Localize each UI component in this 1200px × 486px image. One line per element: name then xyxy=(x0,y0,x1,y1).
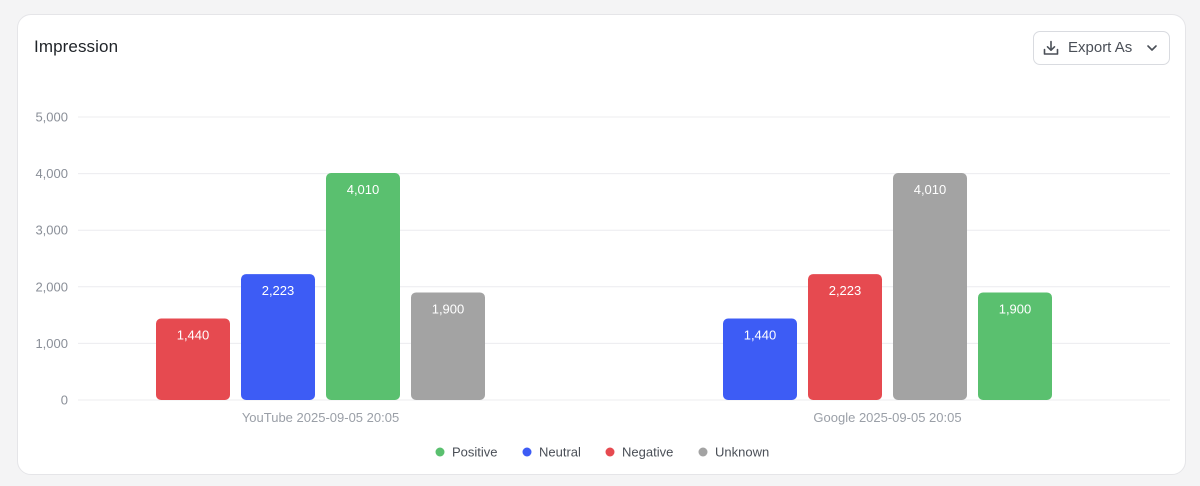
chevron-down-icon xyxy=(1147,45,1157,51)
bar xyxy=(326,173,400,400)
bar xyxy=(241,274,315,400)
legend-item-label: Positive xyxy=(452,445,498,460)
bar xyxy=(411,292,485,400)
bar-value-label: 2,223 xyxy=(829,283,862,298)
legend-item-label: Neutral xyxy=(539,445,581,460)
x-category-label: Google 2025-09-05 20:05 xyxy=(813,410,961,425)
legend-item-label: Negative xyxy=(622,445,673,460)
bar xyxy=(156,318,230,400)
legend-swatch xyxy=(605,447,615,457)
bar xyxy=(893,173,967,400)
x-category-label: YouTube 2025-09-05 20:05 xyxy=(242,410,399,425)
legend-swatch xyxy=(698,447,708,457)
bar-value-label: 1,900 xyxy=(999,301,1032,316)
export-as-button[interactable]: Export As xyxy=(1033,31,1170,65)
y-tick-label: 2,000 xyxy=(35,279,68,294)
y-tick-label: 4,000 xyxy=(35,166,68,181)
bar-value-label: 4,010 xyxy=(347,182,380,197)
card-title: Impression xyxy=(34,37,119,56)
bar-value-label: 2,223 xyxy=(262,283,295,298)
bar-value-label: 1,440 xyxy=(744,327,777,342)
legend-item-label: Unknown xyxy=(715,445,769,460)
bar-value-label: 1,440 xyxy=(177,327,210,342)
y-tick-label: 3,000 xyxy=(35,223,68,238)
y-tick-label: 1,000 xyxy=(35,336,68,351)
export-as-label: Export As xyxy=(1068,39,1133,56)
y-tick-label: 5,000 xyxy=(35,110,68,125)
download-icon xyxy=(1043,40,1059,55)
y-tick-label: 0 xyxy=(61,393,68,408)
bar xyxy=(723,318,797,400)
bar-value-label: 4,010 xyxy=(914,182,947,197)
bar-value-label: 1,900 xyxy=(432,301,465,316)
legend-swatch xyxy=(435,447,445,457)
legend-swatch xyxy=(522,447,532,457)
bar xyxy=(978,292,1052,400)
bar xyxy=(808,274,882,400)
